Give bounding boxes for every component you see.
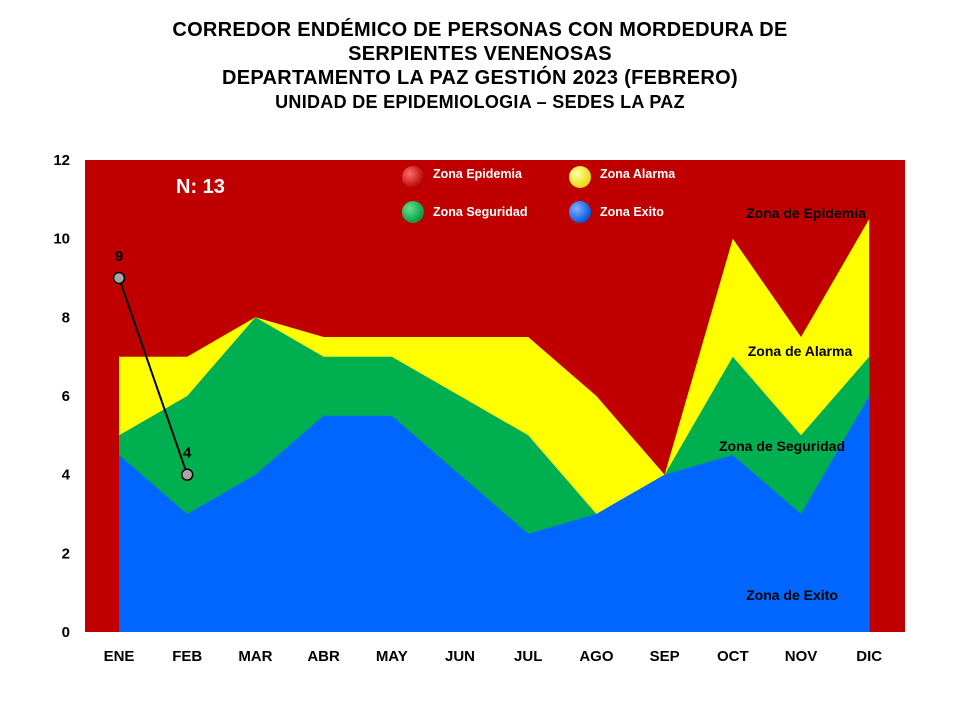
legend-marker-exito (569, 201, 591, 223)
x-tick-label: SEP (650, 648, 680, 665)
legend-label-exito: Zona Exito (600, 205, 664, 219)
legend-label-epidemia: Zona Epidemia (433, 167, 523, 181)
title-line-2: SERPIENTES VENENOSAS (348, 43, 612, 65)
x-tick-label: ABR (307, 648, 340, 665)
legend-marker-alarma (569, 166, 591, 188)
legend-label-alarma: Zona Alarma (600, 167, 676, 181)
cases-line (118, 277, 189, 476)
legend-label-seguridad: Zona Seguridad (433, 205, 527, 219)
x-tick-label: ENE (104, 648, 135, 665)
x-tick-label: AGO (579, 648, 614, 665)
cases-point (112, 271, 126, 285)
y-tick-label: 8 (62, 309, 70, 326)
x-tick-label: OCT (717, 648, 749, 665)
n-label: N: 13 (176, 176, 225, 198)
x-tick-label: MAY (376, 648, 408, 665)
area-zona-exito (119, 396, 870, 632)
legend-item-exito: Zona Exito (569, 201, 664, 223)
y-tick-label: 6 (62, 388, 70, 405)
zona-alarma-label: Zona de Alarma (748, 343, 853, 359)
x-tick-label: JUL (514, 648, 542, 665)
title-line-3: DEPARTAMENTO LA PAZ GESTIÓN 2023 (FEBRER… (222, 67, 738, 89)
legend-marker-seguridad (402, 201, 424, 223)
x-tick-label: DIC (856, 648, 882, 665)
x-tick-label: MAR (238, 648, 272, 665)
y-tick-label: 12 (53, 152, 70, 169)
y-tick-label: 2 (62, 545, 70, 562)
y-tick-label: 10 (53, 231, 70, 248)
cases-data-label: 9 (115, 248, 123, 265)
zona-epidemia-label: Zona de Epidemia (746, 205, 866, 221)
legend-item-seguridad: Zona Seguridad (402, 201, 527, 223)
cases-point (180, 468, 194, 481)
title-line-1: CORREDOR ENDÉMICO DE PERSONAS CON MORDED… (172, 19, 788, 41)
chart-title: CORREDOR ENDÉMICO DE PERSONAS CON MORDED… (0, 18, 960, 114)
title-line-4: UNIDAD DE EPIDEMIOLOGIA – SEDES LA PAZ (275, 92, 685, 112)
x-tick-label: NOV (785, 648, 818, 665)
x-tick-label: FEB (172, 648, 202, 665)
cases-data-label: 4 (183, 445, 192, 462)
zona-seguridad-label: Zona de Seguridad (719, 438, 845, 454)
zona-exito-label: Zona de Exito (746, 587, 838, 603)
legend: Zona Epidemia Zona Alarma Zona Seguridad… (402, 166, 676, 223)
y-tick-label: 0 (62, 624, 70, 641)
legend-item-epidemia: Zona Epidemia (402, 166, 523, 188)
legend-marker-epidemia (402, 166, 424, 188)
y-tick-label: 4 (62, 467, 71, 484)
x-tick-label: JUN (445, 648, 475, 665)
legend-item-alarma: Zona Alarma (569, 166, 676, 188)
